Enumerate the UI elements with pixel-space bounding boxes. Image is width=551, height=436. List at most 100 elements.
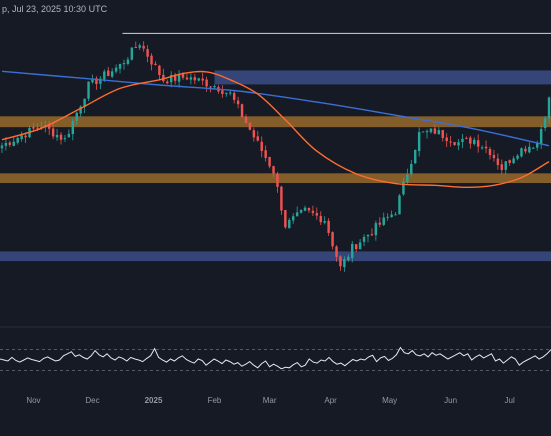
x-tick-label: Jun — [444, 396, 457, 405]
candle — [67, 129, 71, 138]
candle — [469, 135, 472, 149]
candle-body — [229, 92, 232, 94]
candle-body — [528, 146, 531, 153]
candle — [213, 84, 216, 89]
candle — [461, 133, 464, 149]
candle-body — [150, 55, 153, 65]
candle — [449, 135, 452, 147]
candle-body — [445, 137, 448, 142]
candle — [339, 255, 342, 271]
x-tick-label: Mar — [263, 396, 277, 405]
candle — [150, 53, 153, 71]
zone-orange-3 — [0, 173, 551, 184]
candle-body — [75, 112, 78, 121]
candle-body — [142, 45, 145, 49]
candle — [539, 125, 543, 149]
candle-body — [307, 208, 311, 211]
candle — [162, 68, 165, 83]
candle-body — [158, 65, 161, 76]
candle — [406, 168, 409, 184]
candle-body — [232, 93, 236, 100]
candle-body — [256, 136, 260, 141]
candle-body — [12, 141, 15, 146]
candle-body — [374, 223, 378, 236]
candle-body — [433, 128, 437, 134]
candle — [532, 146, 535, 149]
candle — [8, 140, 12, 148]
candle-body — [508, 160, 511, 163]
candle — [425, 129, 429, 139]
candle — [236, 96, 240, 109]
candle-body — [162, 74, 165, 82]
candle-body — [476, 140, 480, 147]
candle — [315, 207, 319, 220]
candle — [291, 213, 295, 224]
x-tick-label: Dec — [85, 396, 99, 405]
candle — [166, 79, 169, 85]
candle-body — [114, 67, 118, 72]
candle — [402, 177, 405, 196]
candle-body — [484, 146, 488, 149]
candle — [205, 76, 208, 92]
candle-body — [213, 86, 216, 88]
candle-body — [110, 71, 114, 77]
candle — [421, 131, 425, 133]
candle-body — [205, 79, 208, 87]
candle — [457, 139, 460, 151]
candle-body — [240, 104, 244, 118]
candle — [276, 171, 279, 193]
candle-body — [351, 243, 354, 258]
candle-body — [311, 210, 315, 214]
candle — [138, 43, 141, 50]
candle-body — [370, 234, 374, 236]
candle-body — [67, 133, 71, 138]
candle-body — [146, 49, 149, 57]
candle — [417, 127, 421, 157]
candle-body — [185, 77, 189, 80]
candle-body — [20, 135, 23, 140]
candle — [473, 137, 476, 146]
candle — [386, 213, 389, 221]
candle — [55, 128, 59, 141]
candle-body — [181, 74, 185, 78]
candle-body — [193, 77, 197, 81]
candle — [398, 193, 401, 215]
candle-body — [189, 77, 193, 80]
candle — [232, 89, 236, 104]
candle — [130, 47, 134, 61]
candle — [307, 207, 311, 213]
candle — [71, 118, 75, 141]
candle — [193, 73, 197, 85]
candle-body — [532, 147, 535, 149]
candle-body — [154, 63, 157, 66]
candle-body — [79, 106, 82, 114]
candle-body — [394, 214, 397, 216]
candle-body — [103, 71, 106, 80]
candle-body — [500, 164, 504, 171]
candle-body — [272, 166, 275, 174]
rsi-line — [0, 346, 551, 370]
candle-body — [539, 129, 543, 144]
candle — [445, 133, 448, 148]
candle — [272, 165, 275, 178]
x-tick-label: Feb — [208, 396, 222, 405]
candle — [413, 149, 417, 165]
candle-body — [512, 158, 515, 164]
candle-body — [299, 209, 303, 213]
candle — [248, 122, 252, 131]
candle — [114, 64, 118, 74]
candle-body — [201, 78, 204, 81]
candle — [59, 132, 63, 145]
x-tick-label: Jul — [505, 396, 515, 405]
candle-body — [221, 90, 224, 94]
candle-body — [197, 78, 200, 81]
candle-body — [63, 138, 67, 140]
candle — [362, 234, 366, 247]
candle — [335, 245, 338, 262]
candle — [374, 220, 378, 241]
candle — [433, 124, 437, 135]
candle-body — [248, 122, 252, 130]
candle-body — [429, 128, 433, 133]
candle — [126, 56, 130, 66]
